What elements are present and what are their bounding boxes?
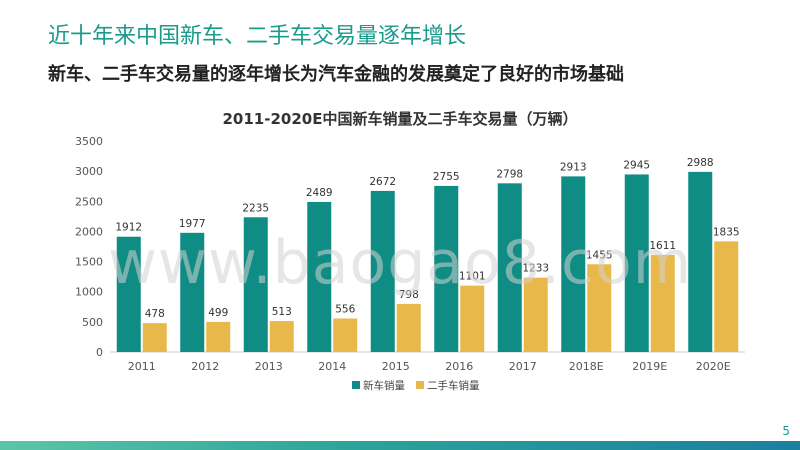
data-label: 513 <box>272 306 292 318</box>
bar-new-car <box>180 232 205 352</box>
chart-title: 2011-2020E中国新车销量及二手车交易量（万辆） <box>222 110 578 128</box>
x-tick-label: 2015 <box>382 360 410 373</box>
x-tick-label: 2017 <box>509 360 537 373</box>
bottom-decorative-bar <box>0 441 800 450</box>
data-label: 1233 <box>522 263 549 275</box>
data-label: 2988 <box>687 157 714 169</box>
bar-new-car <box>624 174 649 352</box>
bar-chart: 0 500 1000 1500 2000 2500 3000 3500 1912 478 2011 1… <box>75 135 745 392</box>
bar-used-car <box>714 241 739 352</box>
data-label: 1611 <box>649 240 676 252</box>
y-tick-label: 2500 <box>75 195 103 208</box>
y-tick-label: 3000 <box>75 165 103 178</box>
bar-used-car <box>650 254 675 352</box>
bar-used-car <box>333 318 358 352</box>
x-tick-label: 2011 <box>128 360 156 373</box>
x-tick-label: 2016 <box>445 360 473 373</box>
data-label: 499 <box>208 307 228 319</box>
y-tick-label: 3500 <box>75 135 103 148</box>
data-label: 2672 <box>369 176 396 188</box>
y-tick-label: 2000 <box>75 225 103 238</box>
data-label: 1835 <box>713 226 740 238</box>
y-tick-label: 500 <box>82 316 103 329</box>
bar-used-car <box>523 277 548 352</box>
data-label: 1455 <box>586 249 613 261</box>
legend-label: 新车销量 <box>363 379 405 392</box>
x-tick-label: 2018E <box>569 360 604 373</box>
bar-used-car <box>460 285 485 352</box>
data-label: 2913 <box>560 161 587 173</box>
bar-new-car <box>497 183 522 352</box>
bar-new-car <box>116 236 141 352</box>
data-label: 1977 <box>179 218 206 230</box>
y-tick-label: 1500 <box>75 256 103 269</box>
data-label: 1101 <box>459 271 486 283</box>
bar-new-car <box>688 171 713 352</box>
slide-subtitle: 新车、二手车交易量的逐年增长为汽车金融的发展奠定了良好的市场基础 <box>48 64 624 85</box>
bar-used-car <box>269 321 294 352</box>
x-tick-label: 2014 <box>318 360 346 373</box>
bar-used-car <box>396 303 421 352</box>
data-label: 2798 <box>496 168 523 180</box>
bar-new-car <box>561 176 586 352</box>
data-label: 2945 <box>623 159 650 171</box>
x-tick-label: 2020E <box>696 360 731 373</box>
x-tick-label: 2012 <box>191 360 219 373</box>
data-label: 1912 <box>115 222 142 234</box>
legend-swatch <box>352 381 360 389</box>
x-tick-label: 2019E <box>632 360 667 373</box>
bar-new-car <box>243 217 268 352</box>
data-label: 478 <box>145 308 165 320</box>
bar-used-car <box>142 323 167 352</box>
data-label: 2489 <box>306 187 333 199</box>
bar-used-car <box>206 321 231 352</box>
data-label: 2755 <box>433 171 460 183</box>
y-tick-label: 1000 <box>75 286 103 299</box>
slide-title: 近十年来中国新车、二手车交易量逐年增长 <box>48 24 467 49</box>
bar-new-car <box>370 190 395 352</box>
y-tick-label: 0 <box>96 346 103 359</box>
bar-new-car <box>434 185 459 352</box>
legend-label: 二手车销量 <box>427 379 480 392</box>
bar-new-car <box>307 201 332 352</box>
bar-used-car <box>587 264 612 352</box>
legend-swatch <box>416 381 424 389</box>
data-label: 2235 <box>242 202 269 214</box>
page-number: 5 <box>782 424 790 438</box>
data-label: 798 <box>399 289 419 301</box>
data-label: 556 <box>335 303 355 315</box>
x-tick-label: 2013 <box>255 360 283 373</box>
